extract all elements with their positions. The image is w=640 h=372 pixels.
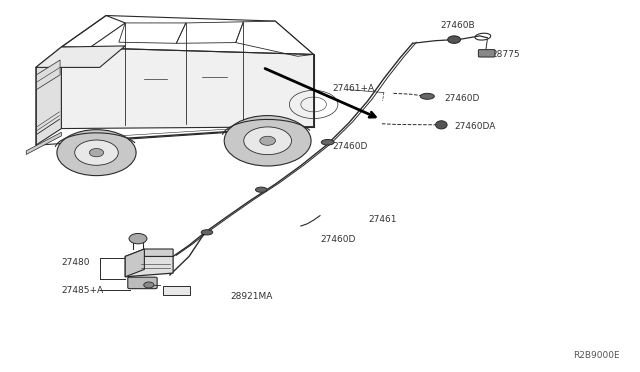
Polygon shape bbox=[26, 132, 61, 154]
Text: 27460B: 27460B bbox=[440, 22, 475, 31]
Circle shape bbox=[129, 234, 147, 244]
Text: 27460D: 27460D bbox=[445, 94, 480, 103]
Circle shape bbox=[90, 148, 104, 157]
FancyBboxPatch shape bbox=[128, 277, 157, 289]
Polygon shape bbox=[61, 47, 314, 129]
Circle shape bbox=[448, 36, 461, 43]
Polygon shape bbox=[36, 47, 61, 145]
Ellipse shape bbox=[201, 230, 212, 235]
Text: R2B9000E: R2B9000E bbox=[573, 351, 620, 360]
Polygon shape bbox=[36, 60, 60, 90]
Text: 27461: 27461 bbox=[368, 215, 396, 224]
Ellipse shape bbox=[321, 140, 334, 145]
Circle shape bbox=[75, 140, 118, 165]
Text: 27460DA: 27460DA bbox=[454, 122, 495, 131]
Polygon shape bbox=[36, 46, 125, 67]
Text: 27485+A: 27485+A bbox=[61, 286, 104, 295]
Polygon shape bbox=[125, 256, 173, 277]
Text: 27460D: 27460D bbox=[320, 235, 355, 244]
Text: 27461+A: 27461+A bbox=[333, 84, 375, 93]
Circle shape bbox=[244, 127, 291, 155]
FancyBboxPatch shape bbox=[163, 286, 189, 295]
Text: 27460D: 27460D bbox=[333, 142, 368, 151]
Text: 28921MA: 28921MA bbox=[230, 292, 273, 301]
Circle shape bbox=[144, 282, 154, 288]
Polygon shape bbox=[125, 249, 145, 277]
Text: 28775: 28775 bbox=[491, 50, 520, 59]
Polygon shape bbox=[125, 249, 173, 256]
Circle shape bbox=[260, 136, 275, 145]
FancyBboxPatch shape bbox=[478, 49, 495, 57]
Ellipse shape bbox=[436, 121, 447, 129]
Text: 27480: 27480 bbox=[61, 258, 90, 267]
Circle shape bbox=[224, 116, 311, 166]
Circle shape bbox=[57, 130, 136, 176]
Ellipse shape bbox=[255, 187, 267, 192]
Ellipse shape bbox=[420, 93, 435, 99]
